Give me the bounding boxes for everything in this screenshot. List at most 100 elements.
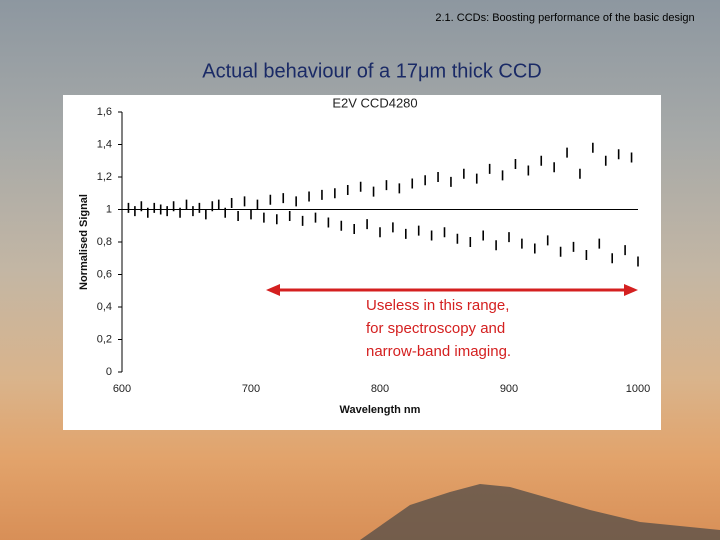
point xyxy=(308,191,310,202)
point xyxy=(211,201,214,212)
x-axis-title: Wavelength nm xyxy=(340,404,421,416)
point xyxy=(553,162,555,173)
point xyxy=(430,230,433,241)
point xyxy=(159,204,162,215)
point xyxy=(437,172,439,182)
point xyxy=(572,241,575,252)
point xyxy=(579,168,581,179)
point xyxy=(256,199,259,210)
point xyxy=(611,253,613,264)
x-tick-label: 800 xyxy=(371,383,389,395)
point xyxy=(585,250,588,260)
arrow-head-right xyxy=(624,284,638,296)
y-tick-label: 0,2 xyxy=(97,333,112,345)
point xyxy=(534,243,536,254)
point xyxy=(269,194,272,205)
point xyxy=(198,202,201,213)
point xyxy=(359,181,362,192)
y-tick-label: 0,4 xyxy=(97,301,112,313)
point xyxy=(366,219,368,230)
point xyxy=(540,155,543,166)
point xyxy=(443,227,446,238)
y-tick-label: 1,4 xyxy=(97,138,112,150)
point xyxy=(321,189,323,200)
point xyxy=(288,211,291,221)
y-tick-label: 1,6 xyxy=(97,106,112,118)
y-tick-label: 1,2 xyxy=(97,171,112,183)
point xyxy=(179,207,181,218)
point xyxy=(385,180,388,191)
point xyxy=(205,209,207,220)
point xyxy=(424,175,426,186)
point xyxy=(301,215,304,226)
point xyxy=(372,186,375,197)
point xyxy=(450,176,452,187)
point xyxy=(217,199,220,210)
point xyxy=(224,207,226,218)
point xyxy=(327,217,330,228)
point xyxy=(392,222,394,233)
chart-title: E2V CCD4280 xyxy=(332,95,417,110)
point xyxy=(192,206,194,217)
point xyxy=(250,209,252,220)
point xyxy=(521,238,523,249)
point xyxy=(243,196,246,207)
chart-area xyxy=(63,95,661,430)
point xyxy=(276,214,278,225)
point xyxy=(637,256,639,267)
point xyxy=(411,178,414,189)
point xyxy=(475,173,478,184)
point xyxy=(340,220,343,231)
point xyxy=(630,152,633,163)
point xyxy=(624,245,626,256)
point xyxy=(604,155,607,166)
point xyxy=(147,207,149,218)
point xyxy=(495,240,497,251)
point xyxy=(463,168,465,179)
point xyxy=(527,165,530,176)
point xyxy=(185,199,188,210)
y-axis-title: Normalised Signal xyxy=(78,194,90,290)
point xyxy=(559,246,562,257)
point xyxy=(166,206,168,217)
point xyxy=(405,228,407,239)
y-tick-label: 0 xyxy=(106,366,112,378)
point xyxy=(482,230,484,241)
point xyxy=(263,212,265,223)
arrow-head-left xyxy=(266,284,280,296)
point xyxy=(469,237,472,247)
slide-title: Actual behaviour of a 17μm thick CCD xyxy=(202,60,541,82)
point xyxy=(140,201,143,212)
point xyxy=(566,147,568,158)
slide-header: 2.1. CCDs: Boosting performance of the b… xyxy=(435,12,694,24)
point xyxy=(314,212,317,223)
point xyxy=(134,206,136,217)
point xyxy=(230,198,233,208)
point xyxy=(237,211,239,221)
point xyxy=(598,238,601,249)
point xyxy=(153,202,156,213)
point xyxy=(514,159,517,169)
y-tick-label: 1 xyxy=(106,203,112,215)
annotation: narrow-band imaging. xyxy=(366,343,511,360)
point xyxy=(379,227,381,238)
point xyxy=(353,224,355,234)
y-tick-label: 0,6 xyxy=(97,268,112,280)
point xyxy=(501,170,504,181)
point xyxy=(334,188,336,199)
point xyxy=(172,201,175,212)
annotation: Useless in this range, xyxy=(366,297,509,314)
point xyxy=(417,225,420,236)
point xyxy=(546,235,549,246)
mountain xyxy=(360,484,720,540)
annotation: for spectroscopy and xyxy=(366,320,505,337)
y-tick-label: 0,8 xyxy=(97,236,112,248)
point xyxy=(295,196,297,207)
point xyxy=(592,142,594,153)
point xyxy=(508,232,510,243)
point xyxy=(617,149,620,160)
x-tick-label: 900 xyxy=(500,383,518,395)
point xyxy=(346,185,349,195)
